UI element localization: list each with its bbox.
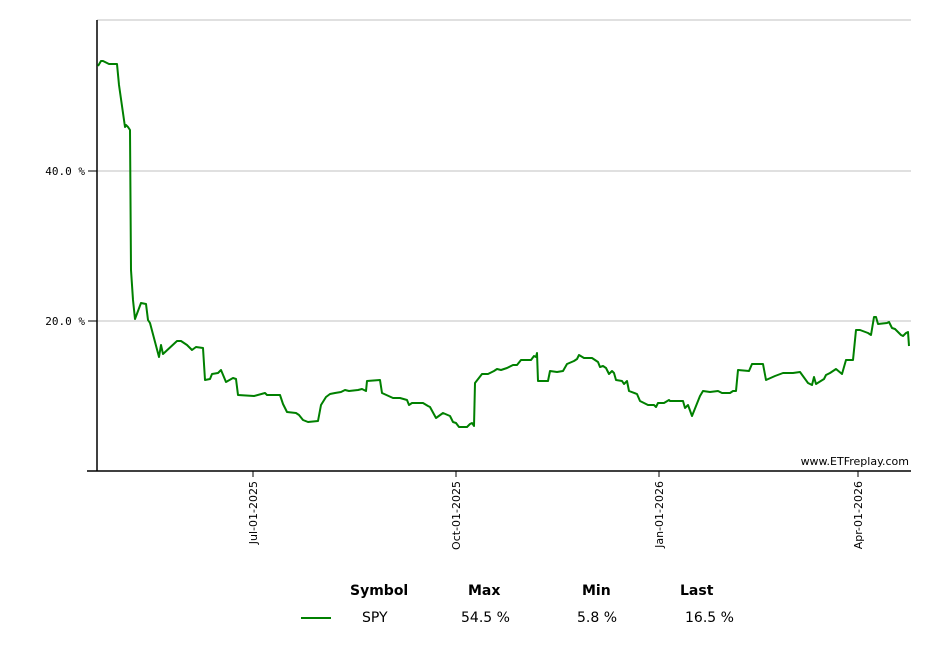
legend-header-min: Min bbox=[582, 583, 611, 599]
legend-symbol-value: SPY bbox=[362, 610, 388, 626]
x-tick-label: Jan-01-2026 bbox=[653, 481, 666, 549]
legend-header-symbol: Symbol bbox=[350, 583, 409, 599]
gridlines bbox=[97, 19, 911, 322]
legend-last-value: 16.5 % bbox=[685, 610, 734, 626]
x-tick-label: Oct-01-2025 bbox=[450, 481, 463, 550]
x-axis-ticks: Jul-01-2025 Oct-01-2025 Jan-01-2026 Apr-01-… bbox=[247, 471, 865, 550]
legend-min-value: 5.8 % bbox=[577, 610, 618, 626]
chart-area: 20.0 % 40.0 % Jul-01-2025 Oct-01-2025 Jan-0… bbox=[45, 19, 911, 550]
legend-line-swatch-icon bbox=[301, 617, 331, 619]
x-tick-label: Apr-01-2026 bbox=[852, 481, 865, 549]
spy-line-series bbox=[97, 60, 910, 428]
legend-header-max: Max bbox=[468, 583, 501, 599]
legend-max-value: 54.5 % bbox=[461, 610, 510, 626]
y-axis-ticks: 20.0 % 40.0 % bbox=[45, 165, 97, 328]
watermark-text: www.ETFreplay.com bbox=[801, 455, 909, 468]
y-tick-label: 40.0 % bbox=[45, 165, 85, 178]
x-tick-label: Jul-01-2025 bbox=[247, 481, 260, 545]
legend-header-last: Last bbox=[680, 583, 714, 599]
y-tick-label: 20.0 % bbox=[45, 315, 85, 328]
legend: Symbol Max Min Last SPY 54.5 % 5.8 % 16.… bbox=[290, 580, 760, 640]
